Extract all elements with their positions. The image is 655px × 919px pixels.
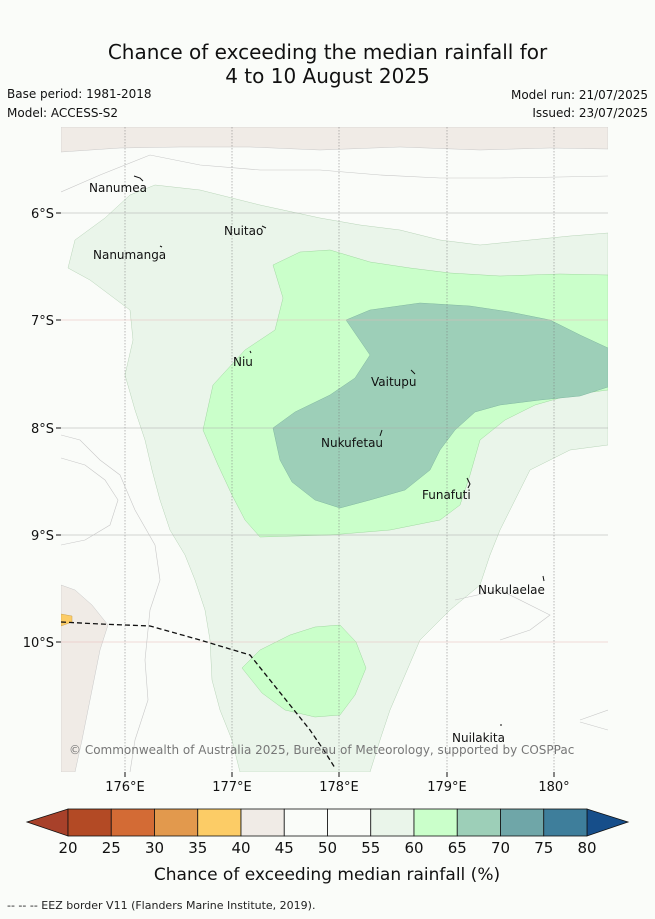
label-nukufetau: Nukufetau xyxy=(321,436,383,450)
colorbar-segment xyxy=(240,808,285,837)
colorbar-over-arrow xyxy=(586,808,630,837)
longitude-labels: 176°E 177°E 178°E 179°E 180° xyxy=(105,780,569,795)
base-period: Base period: 1981-2018 xyxy=(7,87,152,101)
colorbar-tick-label: 25 xyxy=(102,839,121,857)
label-vaitupu: Vaitupu xyxy=(371,375,417,389)
model-run: Model run: 21/07/2025 xyxy=(510,88,648,102)
label-nanumanga: Nanumanga xyxy=(93,248,166,262)
colorbar-segment xyxy=(327,808,372,837)
colorbar-segment xyxy=(370,808,415,837)
colorbar-tick-label: 60 xyxy=(404,839,423,857)
colorbar-tick-label: 75 xyxy=(534,839,553,857)
colorbar-tick-label: 30 xyxy=(145,839,164,857)
colorbar-segment xyxy=(456,808,501,837)
lon-label-177e: 177°E xyxy=(212,780,252,795)
contour-40-45-top xyxy=(61,127,608,153)
model-name: Model: ACCESS-S2 xyxy=(7,106,119,120)
colorbar-tick-label: 70 xyxy=(491,839,510,857)
latitude-labels: 6°S 7°S 8°S 9°S 10°S xyxy=(23,207,54,651)
faint-contours xyxy=(61,154,608,772)
label-nukulaelae: Nukulaelae xyxy=(478,583,545,597)
colorbar-label: Chance of exceeding median rainfall (%) xyxy=(154,865,500,885)
map-area xyxy=(61,127,608,772)
lon-label-180: 180° xyxy=(538,780,569,795)
colorbar-segment xyxy=(197,808,242,837)
colorbar-under-arrow xyxy=(25,808,69,837)
colorbar-tick-label: 55 xyxy=(361,839,380,857)
lon-label-179e: 179°E xyxy=(427,780,467,795)
contour-60-65-south xyxy=(241,624,367,718)
colorbar-tick-label: 35 xyxy=(188,839,207,857)
label-nuilakita: Nuilakita xyxy=(452,731,505,745)
lon-label-176e: 176°E xyxy=(105,780,145,795)
contour-65-70 xyxy=(272,302,608,509)
map-title: Chance of exceeding the median rainfall … xyxy=(0,40,655,88)
colorbar-segment xyxy=(500,808,545,837)
colorbar-tick-label: 50 xyxy=(318,839,337,857)
colorbar-segment xyxy=(413,808,458,837)
footer-note: -- -- -- EEZ border V11 (Flanders Marine… xyxy=(7,899,316,912)
colorbar-segment xyxy=(154,808,199,837)
contour-40-45-west xyxy=(61,584,109,772)
label-nanumea: Nanumea xyxy=(89,181,147,195)
colorbar-segment xyxy=(283,808,328,837)
issued-date: Issued: 23/07/2025 xyxy=(532,106,648,120)
label-niu: Niu xyxy=(233,355,253,369)
title-line-1: Chance of exceeding the median rainfall … xyxy=(107,40,548,64)
colorbar-tick-label: 40 xyxy=(231,839,250,857)
longitude-grid xyxy=(124,127,555,772)
lat-label-7s: 7°S xyxy=(31,314,54,329)
colorbar-segment xyxy=(543,808,588,837)
colorbar-segment xyxy=(67,808,112,837)
island-labels: Nanumea Nuitao Nanumanga Niu Vaitupu Nuk… xyxy=(89,181,545,745)
copyright-notice: © Commonwealth of Australia 2025, Bureau… xyxy=(69,743,574,757)
lat-label-10s: 10°S xyxy=(23,636,54,651)
axis-ticks xyxy=(56,212,555,777)
colorbar-tick-label: 20 xyxy=(58,839,77,857)
lat-label-8s: 8°S xyxy=(31,422,54,437)
island-shapes xyxy=(133,175,545,726)
colorbar: 20 25 30 35 40 45 50 55 60 65 70 75 80 xyxy=(25,808,630,857)
label-funafuti: Funafuti xyxy=(422,488,471,502)
colorbar-segment xyxy=(110,808,155,837)
colorbar-tick-label: 80 xyxy=(577,839,596,857)
eez-border xyxy=(61,621,336,769)
latitude-grid xyxy=(61,212,608,643)
lat-label-9s: 9°S xyxy=(31,529,54,544)
colorbar-tick-label: 45 xyxy=(275,839,294,857)
colorbar-tick-label: 65 xyxy=(448,839,467,857)
title-line-2: 4 to 10 August 2025 xyxy=(225,64,430,88)
label-nuitao: Nuitao xyxy=(224,224,263,238)
lon-label-178e: 178°E xyxy=(319,780,359,795)
lat-label-6s: 6°S xyxy=(31,207,54,222)
